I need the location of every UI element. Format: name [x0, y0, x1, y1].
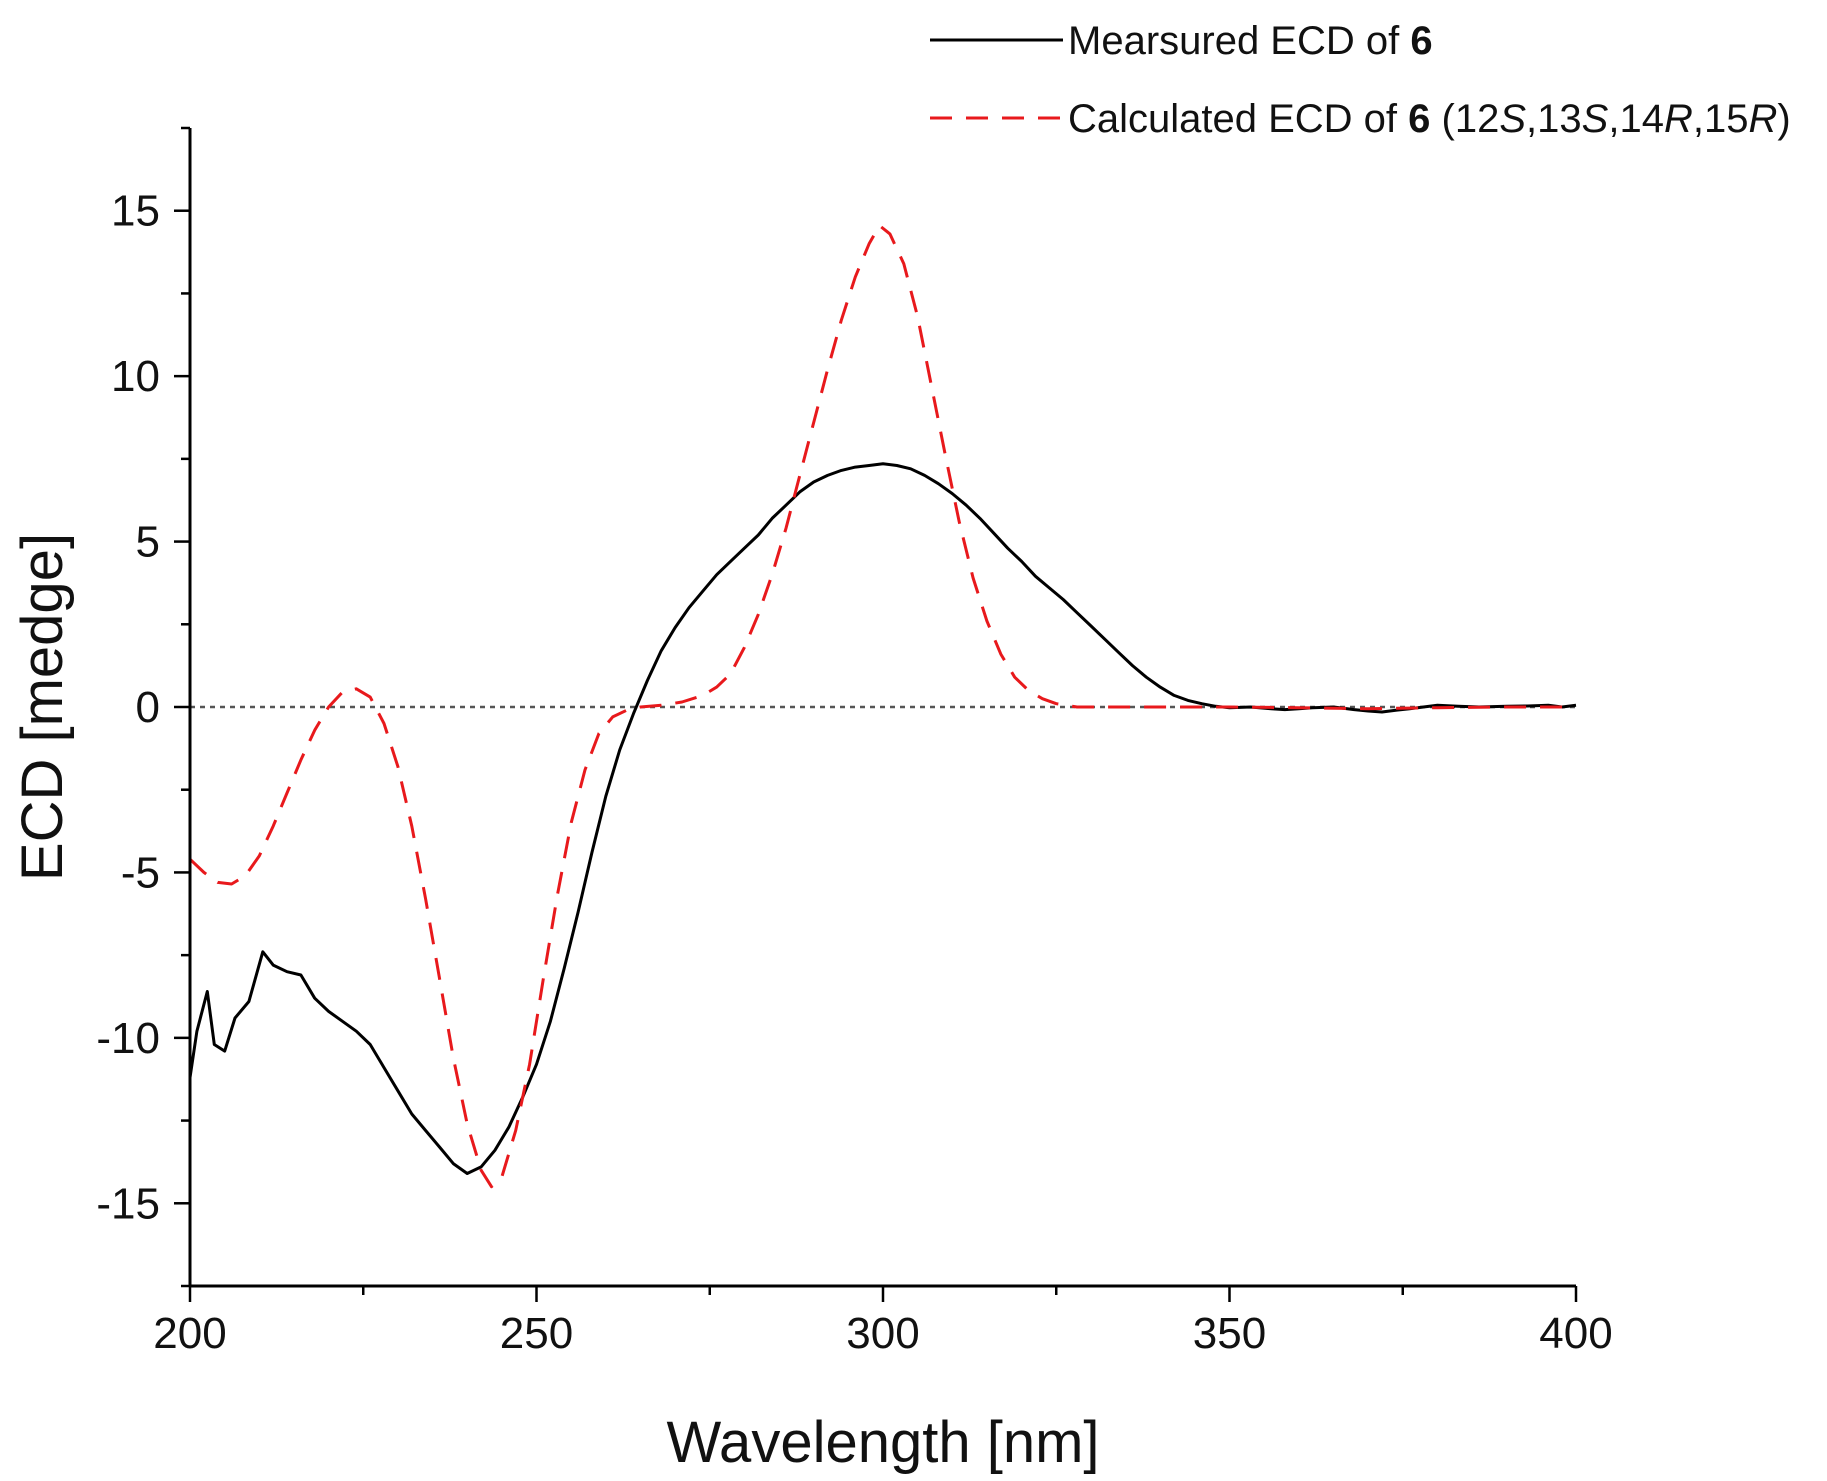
- y-tick-label: -15: [96, 1179, 160, 1228]
- series-line-measured: [188, 462, 1577, 1175]
- x-tick-label: 300: [846, 1309, 919, 1358]
- legend: Mearsured ECD of 6 Calculated ECD of 6 (1…: [930, 19, 1791, 141]
- series-line-calculated: [188, 224, 1576, 1189]
- y-axis-title: ECD [medge]: [10, 533, 75, 881]
- x-tick-label: 200: [153, 1309, 226, 1358]
- x-tick-label: 350: [1193, 1309, 1266, 1358]
- y-tick-label: 15: [111, 187, 160, 236]
- y-tick-label: -5: [121, 848, 160, 897]
- series-layer: [188, 224, 1577, 1189]
- y-tick-label: -10: [96, 1014, 160, 1063]
- x-axis-title: Wavelength [nm]: [666, 1410, 1099, 1475]
- y-tick-label: 5: [136, 518, 160, 567]
- legend-label-measured: Mearsured ECD of 6: [1068, 19, 1433, 63]
- tick-labels-layer: 200 250 300 350 400 -15 -10 -5 0 5 10 15: [96, 187, 1612, 1358]
- ticks-layer: [174, 126, 1578, 1302]
- y-tick-label: 10: [111, 352, 160, 401]
- x-tick-label: 250: [500, 1309, 573, 1358]
- legend-label-calculated: Calculated ECD of 6 (12S,13S,14R,15R): [1068, 97, 1791, 141]
- x-tick-label: 400: [1539, 1309, 1612, 1358]
- y-tick-label: 0: [136, 683, 160, 732]
